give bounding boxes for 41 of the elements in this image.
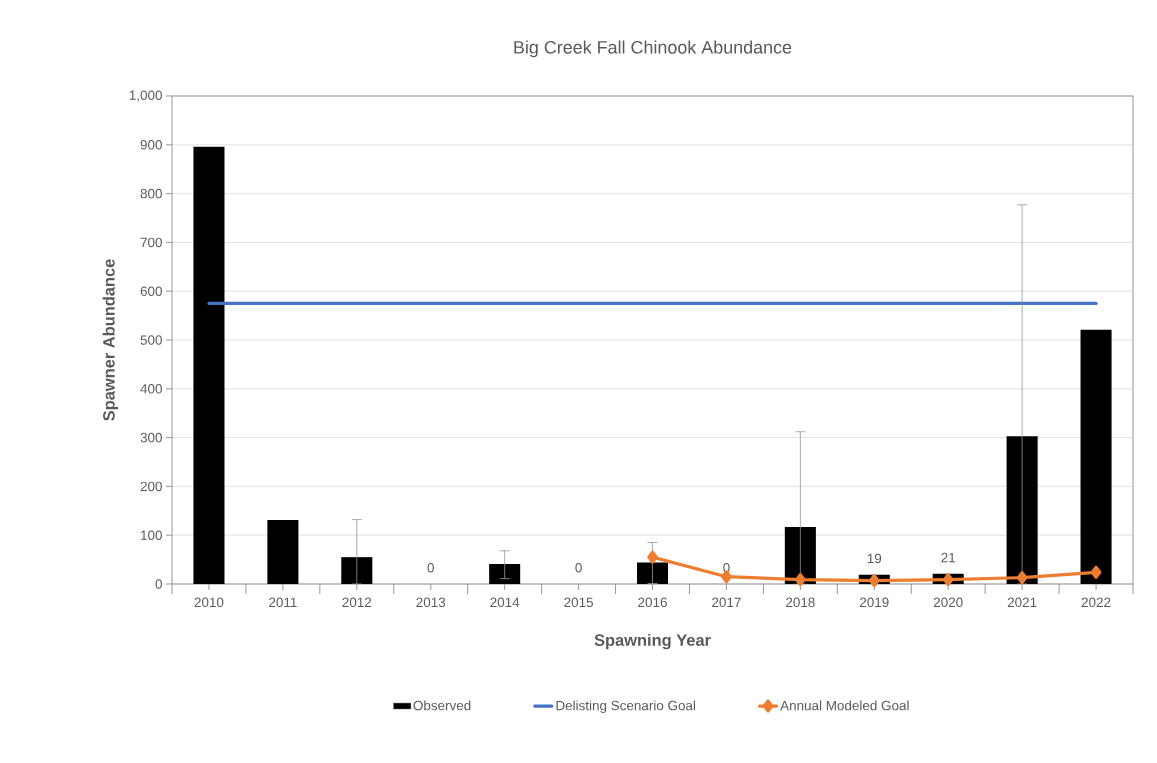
x-tick-label: 2014 xyxy=(490,597,520,608)
bar xyxy=(341,557,373,584)
x-tick-label: 2019 xyxy=(859,597,889,608)
y-tick-label: 200 xyxy=(140,481,162,492)
x-tick-label: 2015 xyxy=(564,597,593,608)
y-tick-label: 600 xyxy=(140,286,162,296)
x-tick-label: 2010 xyxy=(194,597,224,608)
y-tick-label: 0 xyxy=(155,579,162,589)
x-tick-label: 2021 xyxy=(1007,597,1037,608)
y-tick-label: 800 xyxy=(140,188,162,199)
legend-label: Observed xyxy=(413,700,471,711)
bar xyxy=(1080,329,1112,584)
chart-title: Big Creek Fall Chinook Abundance xyxy=(514,40,792,58)
bar xyxy=(267,520,299,584)
x-tick-label: 2022 xyxy=(1081,597,1111,608)
bar xyxy=(1006,436,1038,584)
x-tick-label: 2011 xyxy=(269,597,297,608)
y-tick-label: 900 xyxy=(140,140,162,150)
y-tick-label: 1,000 xyxy=(129,90,162,102)
x-tick-label: 2013 xyxy=(416,597,446,608)
bar xyxy=(193,146,225,584)
bar xyxy=(636,562,669,584)
legend-label: Annual Modeled Goal xyxy=(780,700,909,711)
data-label: 0 xyxy=(427,562,434,573)
y-tick-label: 300 xyxy=(140,432,162,443)
data-label: 0 xyxy=(575,562,582,573)
x-tick-label: 2020 xyxy=(933,597,963,608)
x-tick-label: 2018 xyxy=(786,597,815,608)
y-tick-label: 100 xyxy=(141,530,162,540)
x-tick-label: 2017 xyxy=(712,597,741,608)
x-tick-label: 2012 xyxy=(342,597,372,608)
data-label: 21 xyxy=(941,552,956,563)
legend-label: Delisting Scenario Goal xyxy=(556,700,696,713)
y-tick-label: 700 xyxy=(140,237,162,248)
x-axis-title: Spawning Year xyxy=(594,633,711,650)
y-tick-label: 500 xyxy=(140,335,162,345)
y-tick-label: 400 xyxy=(140,384,162,394)
data-label: 19 xyxy=(867,553,882,564)
x-tick-label: 2016 xyxy=(638,597,667,608)
bar xyxy=(489,563,521,584)
y-axis-title: Spawner Abundance xyxy=(102,259,118,421)
